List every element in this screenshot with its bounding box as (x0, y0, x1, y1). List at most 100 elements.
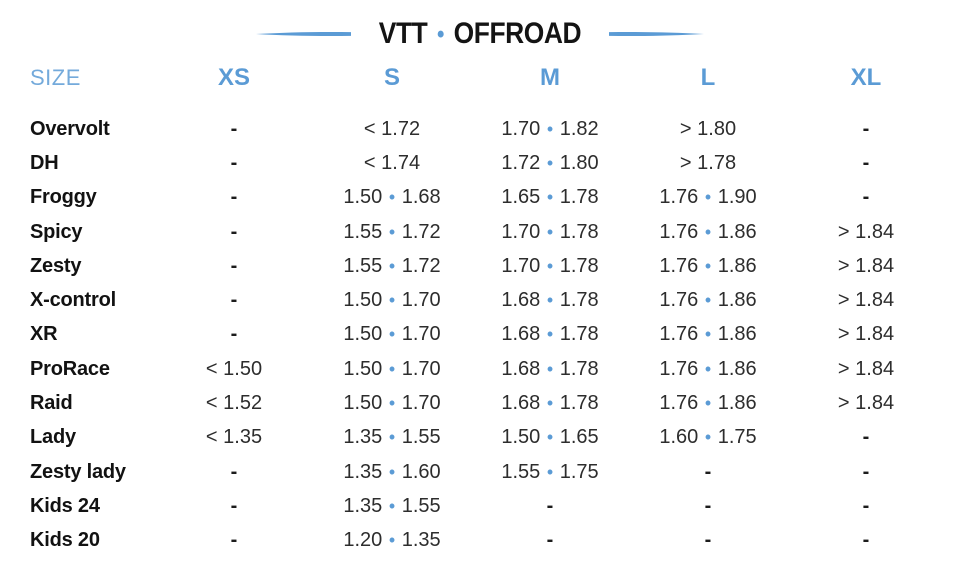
table-row: Overvolt - < 1.72 1.70 • 1.82 > 1.80 - (28, 112, 960, 146)
row-value: > 1.78 (679, 151, 737, 174)
row-value: - (862, 529, 870, 552)
column-header-size: SIZE (30, 65, 81, 90)
row-value: < 1.52 (205, 392, 263, 415)
row-value: > 1.84 (837, 220, 895, 243)
row-value: > 1.84 (837, 392, 895, 415)
row-value: 1.35 • 1.55 (343, 426, 441, 449)
table-row: Raid < 1.52 1.50 • 1.70 1.68 • 1.78 1.76 • 1… (28, 386, 960, 420)
row-value: - (230, 289, 238, 312)
row-value: 1.72 • 1.80 (501, 151, 599, 174)
table-row: Spicy - 1.55 • 1.72 1.70 • 1.78 1.76 • 1.86 >… (28, 215, 960, 249)
row-value: 1.65 • 1.78 (501, 186, 599, 209)
row-value: - (230, 460, 238, 483)
range-dot: • (546, 461, 554, 482)
table-row: Kids 24 - 1.35 • 1.55 - - - (28, 489, 960, 523)
row-value: 1.50 • 1.65 (501, 426, 599, 449)
row-value: 1.68 • 1.78 (501, 289, 599, 312)
row-value: - (704, 494, 712, 517)
range-dot: • (704, 255, 712, 276)
range-dot: • (388, 530, 396, 551)
range-dot: • (704, 393, 712, 414)
range-dot: • (546, 255, 554, 276)
row-value: 1.76 • 1.86 (659, 357, 757, 380)
title-flourish-right-icon (608, 31, 704, 37)
range-dot: • (546, 118, 554, 139)
row-value: - (230, 254, 238, 277)
range-dot: • (704, 221, 712, 242)
range-dot: • (388, 187, 396, 208)
row-label: Kids 20 (30, 529, 100, 552)
row-value: 1.70 • 1.78 (501, 220, 599, 243)
row-value: - (230, 186, 238, 209)
table-header-row: SIZE XS S M L XL (28, 61, 960, 95)
column-header-xl: XL (850, 64, 882, 91)
range-dot: • (546, 393, 554, 414)
row-value: 1.20 • 1.35 (343, 529, 441, 552)
row-value: 1.55 • 1.75 (501, 460, 599, 483)
row-value: 1.68 • 1.78 (501, 323, 599, 346)
column-header-m: M (540, 64, 560, 91)
row-value: 1.35 • 1.60 (343, 460, 441, 483)
row-label: DH (30, 151, 59, 174)
row-value: > 1.80 (679, 117, 737, 140)
range-dot: • (388, 324, 396, 345)
row-value: 1.76 • 1.86 (659, 220, 757, 243)
range-dot: • (704, 427, 712, 448)
page-title: VTT • OFFROAD (378, 17, 582, 51)
row-value: 1.50 • 1.70 (343, 289, 441, 312)
row-value: 1.76 • 1.86 (659, 254, 757, 277)
table-row: Zesty lady - 1.35 • 1.60 1.55 • 1.75 - - (28, 455, 960, 489)
row-value: < 1.72 (363, 117, 421, 140)
range-dot: • (546, 187, 554, 208)
row-value: 1.68 • 1.78 (501, 392, 599, 415)
row-value: - (862, 494, 870, 517)
row-value: - (230, 494, 238, 517)
row-value: 1.55 • 1.72 (343, 254, 441, 277)
range-dot: • (546, 427, 554, 448)
row-value: 1.76 • 1.90 (659, 186, 757, 209)
range-dot: • (388, 255, 396, 276)
title-left: VTT (378, 17, 428, 50)
range-dot: • (546, 324, 554, 345)
row-label: XR (30, 323, 58, 346)
table-row: XR - 1.50 • 1.70 1.68 • 1.78 1.76 • 1.86 > 1.… (28, 318, 960, 352)
range-dot: • (388, 358, 396, 379)
row-value: 1.55 • 1.72 (343, 220, 441, 243)
table-row: Zesty - 1.55 • 1.72 1.70 • 1.78 1.76 • 1.86 >… (28, 249, 960, 283)
range-dot: • (546, 152, 554, 173)
row-label: Overvolt (30, 117, 110, 140)
row-value: - (862, 426, 870, 449)
row-value: > 1.84 (837, 323, 895, 346)
table-row: Froggy - 1.50 • 1.68 1.65 • 1.78 1.76 • 1.90… (28, 181, 960, 215)
row-value: 1.50 • 1.70 (343, 357, 441, 380)
range-dot: • (388, 461, 396, 482)
table-row: Lady < 1.35 1.35 • 1.55 1.50 • 1.65 1.60 • 1… (28, 421, 960, 455)
range-dot: • (704, 187, 712, 208)
range-dot: • (388, 495, 396, 516)
row-label: Raid (30, 392, 73, 415)
row-label: Kids 24 (30, 494, 100, 517)
row-value: - (230, 529, 238, 552)
row-value: - (546, 529, 554, 552)
row-value: > 1.84 (837, 357, 895, 380)
row-value: - (862, 460, 870, 483)
size-chart-table: SIZE XS S M L XL Overvolt - < 1.72 1.70 • 1… (0, 61, 960, 558)
row-value: - (230, 220, 238, 243)
row-value: - (862, 151, 870, 174)
row-value: > 1.84 (837, 289, 895, 312)
row-value: - (230, 117, 238, 140)
row-value: 1.68 • 1.78 (501, 357, 599, 380)
row-value: - (704, 529, 712, 552)
table-row: DH - < 1.74 1.72 • 1.80 > 1.78 - (28, 146, 960, 180)
row-value: < 1.74 (363, 151, 421, 174)
row-value: - (546, 494, 554, 517)
row-value: 1.76 • 1.86 (659, 289, 757, 312)
row-label: Lady (30, 426, 76, 449)
table-row: ProRace < 1.50 1.50 • 1.70 1.68 • 1.78 1.76 … (28, 352, 960, 386)
row-value: 1.50 • 1.70 (343, 392, 441, 415)
range-dot: • (546, 221, 554, 242)
table-body: Overvolt - < 1.72 1.70 • 1.82 > 1.80 - DH - < 1.… (28, 112, 960, 558)
column-header-l: L (700, 64, 716, 91)
range-dot: • (388, 290, 396, 311)
